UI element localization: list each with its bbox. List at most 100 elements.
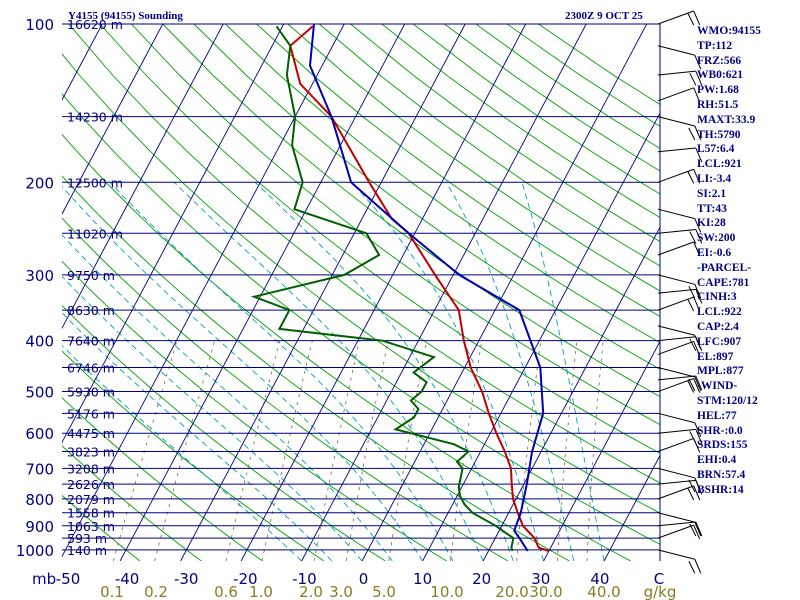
wind-barb-feather xyxy=(689,231,697,244)
wind-barb xyxy=(657,241,694,256)
series-temperature xyxy=(289,25,550,552)
wind-barb-feather xyxy=(687,380,695,393)
stat-line: -WIND- xyxy=(697,380,738,393)
height-label: 140 m xyxy=(67,543,107,558)
temperature-tick-label: 40 xyxy=(590,570,609,588)
wind-barb-feather xyxy=(695,429,703,444)
temperature-tick-label: -10 xyxy=(292,570,317,588)
stat-line: LI:-3.4 xyxy=(697,172,732,185)
stat-line: SRDS:155 xyxy=(697,439,748,452)
wind-barb-feather xyxy=(695,521,703,537)
stat-line: MPL:877 xyxy=(697,365,744,378)
dry-adiabat xyxy=(162,24,660,398)
wind-barb xyxy=(657,336,696,342)
axis-labels: 16620 m 14230 m 12500 m 11020 m 9750 m 8630 m… xyxy=(16,16,677,600)
wind-barb xyxy=(657,428,696,434)
isotherm xyxy=(62,24,285,444)
dry-adiabat xyxy=(62,175,570,561)
dry-adiabat xyxy=(62,217,509,561)
temperature-tick-label: -50 xyxy=(56,570,81,588)
height-label: 5930 m xyxy=(67,385,115,400)
temperature-tick-label: 30 xyxy=(531,570,550,588)
isotherm xyxy=(240,24,527,561)
wind-barb xyxy=(657,467,695,479)
mixing-ratio-line xyxy=(225,340,281,561)
mixing-ratio-tick-label: 0.6 xyxy=(214,583,238,600)
wind-barb xyxy=(657,87,694,102)
wind-barb xyxy=(657,437,694,452)
dry-adiabat xyxy=(224,24,660,344)
wind-barb-feather xyxy=(693,169,701,184)
stat-line: CAP:2.4 xyxy=(697,320,739,333)
wind-barb-feather xyxy=(694,54,702,70)
wind-barb xyxy=(657,549,695,560)
dry-adiabat xyxy=(193,24,660,370)
wind-barb xyxy=(657,521,696,527)
dry-adiabat xyxy=(62,350,325,561)
isotherm xyxy=(603,454,660,561)
wind-barb-feather xyxy=(693,87,701,103)
dry-adiabat xyxy=(99,24,660,454)
mixing-ratio-line xyxy=(450,340,483,561)
station-title: Y4155 (94155) Sounding xyxy=(68,10,183,22)
height-label: 11020 m xyxy=(67,226,123,241)
pressure-tick-label: 1000 xyxy=(16,542,54,560)
isotherm xyxy=(180,24,466,561)
height-label: 9750 m xyxy=(67,268,115,283)
mixing-ratio-lines xyxy=(113,340,604,561)
temperature-tick-label: 0 xyxy=(359,570,369,588)
stat-line: HEL:77 xyxy=(697,409,737,422)
pressure-tick-label: 700 xyxy=(25,460,54,478)
mixing-ratio-line xyxy=(556,340,578,561)
wind-barb-feather xyxy=(688,286,696,299)
height-label: 7640 m xyxy=(67,334,115,349)
mixing-ratio-tick-label: 1.0 xyxy=(249,583,273,600)
wind-barb xyxy=(657,524,694,539)
height-label: 14230 m xyxy=(67,110,123,125)
wind-barb-feather xyxy=(693,241,701,257)
stat-line: TT:43 xyxy=(697,202,727,215)
wind-barb-feather xyxy=(695,289,703,304)
wind-barb xyxy=(657,288,696,294)
wind-barb-feather xyxy=(694,559,702,574)
wind-barb-feather xyxy=(689,72,697,86)
moist-adiabat xyxy=(254,181,514,561)
moist-adiabat xyxy=(521,182,605,561)
pressure-tick-label: 400 xyxy=(25,333,54,351)
stat-line: CAPE:781 xyxy=(697,276,750,289)
isotherm xyxy=(62,24,164,215)
stat-line: FRZ:566 xyxy=(697,54,742,67)
wind-barb-feather xyxy=(693,524,701,540)
moist-adiabat xyxy=(173,181,484,561)
stat-line: WB0:621 xyxy=(697,69,743,82)
stat-line: TP:112 xyxy=(697,39,733,52)
mixing-ratio-line xyxy=(313,340,360,561)
wind-barb-feather xyxy=(695,336,703,352)
wind-barb-feather xyxy=(687,487,695,501)
stat-line: LCL:922 xyxy=(697,306,742,319)
temperature-tick-label: -30 xyxy=(174,570,199,588)
wind-barb xyxy=(657,512,695,523)
wind-barb-feather xyxy=(693,438,701,453)
isotherm xyxy=(0,24,42,561)
stat-line: STM:120/12 xyxy=(697,394,758,407)
wind-barb-feather xyxy=(694,284,702,299)
pressure-tick-label: 600 xyxy=(25,425,54,443)
wind-barb xyxy=(657,208,695,220)
profile-lines xyxy=(250,24,550,552)
mixing-ratio-tick-label: 2.0 xyxy=(299,583,323,600)
wind-barb-feather xyxy=(688,378,696,392)
isotherm xyxy=(119,24,406,561)
wind-barb-feather xyxy=(695,147,703,163)
stat-line: LFC:907 xyxy=(697,335,742,348)
stat-line: SHR-:0.0 xyxy=(697,424,743,437)
height-label: 3208 m xyxy=(67,461,115,476)
stat-line: CINH:3 xyxy=(697,291,737,304)
mixing-ratio-tick-label: 20.0 xyxy=(495,583,528,600)
temperature-tick-label: 10 xyxy=(413,570,432,588)
mixing-ratio-line xyxy=(113,340,178,561)
stat-line: BSHR:14 xyxy=(697,483,744,496)
wind-barb-feather xyxy=(687,12,695,26)
wind-barb xyxy=(657,378,694,393)
